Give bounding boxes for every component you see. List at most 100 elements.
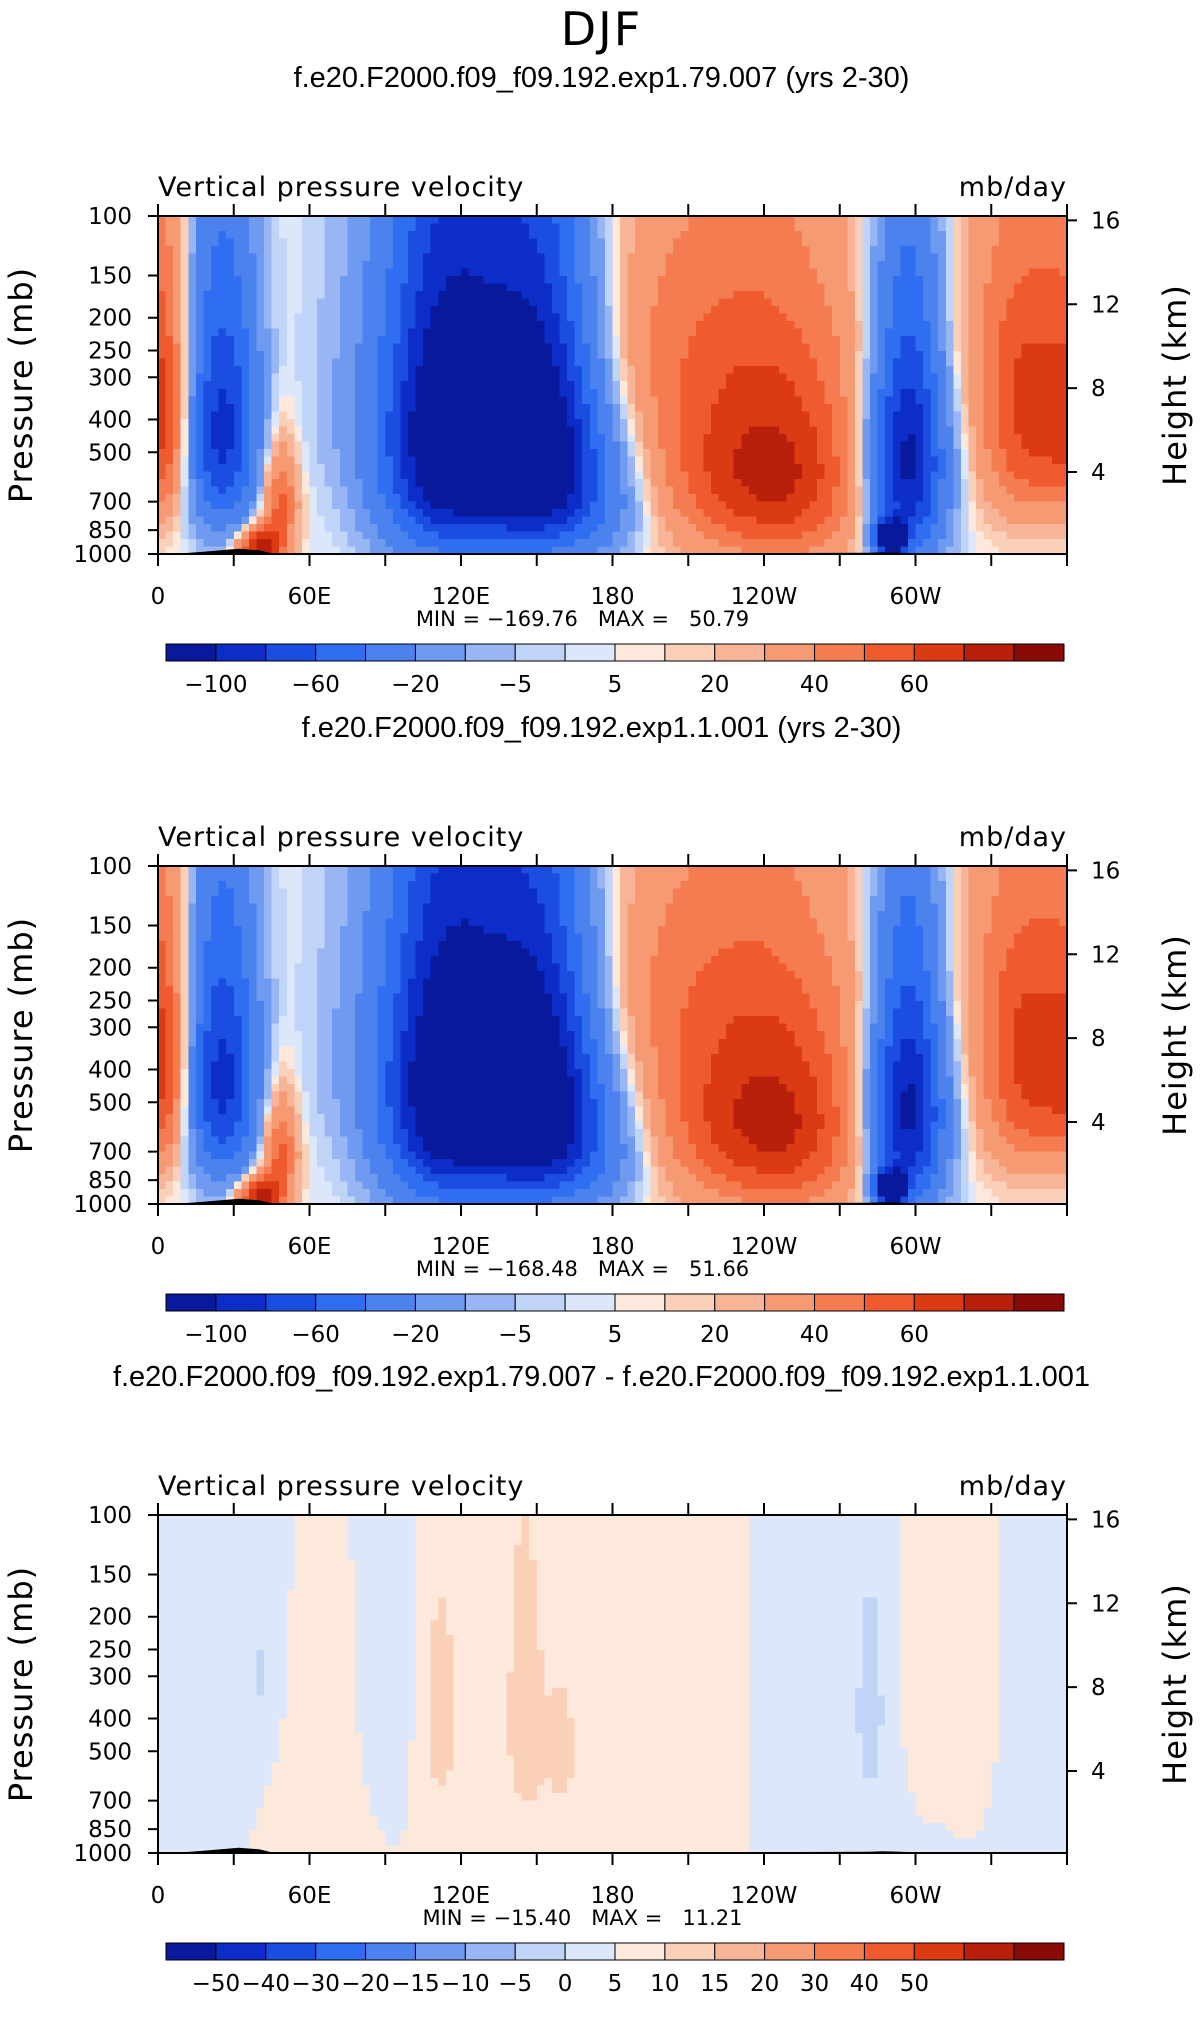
field-cell bbox=[930, 411, 939, 420]
field-cell bbox=[642, 298, 651, 307]
field-cell bbox=[544, 403, 553, 412]
field-cell bbox=[317, 403, 326, 412]
field-cell bbox=[574, 388, 583, 397]
field-cell bbox=[945, 328, 954, 337]
field-cell bbox=[824, 291, 833, 300]
field-cell bbox=[741, 478, 750, 487]
field-cell bbox=[332, 291, 341, 300]
field-cell bbox=[900, 291, 909, 300]
field-cell bbox=[1013, 411, 1023, 420]
field-cell bbox=[665, 508, 674, 518]
field-cell bbox=[976, 433, 985, 442]
field-cell bbox=[286, 336, 295, 345]
field-cell bbox=[650, 253, 659, 262]
field-cell bbox=[642, 306, 651, 315]
field-cell bbox=[453, 351, 462, 360]
field-cell bbox=[233, 433, 242, 442]
field-cell bbox=[854, 433, 864, 442]
field-cell bbox=[983, 381, 992, 390]
field-cell bbox=[324, 463, 333, 472]
field-cell bbox=[915, 238, 924, 247]
field-cell bbox=[900, 231, 909, 240]
field-cell bbox=[960, 291, 970, 300]
field-cell bbox=[627, 456, 636, 465]
field-cell bbox=[347, 276, 356, 285]
field-cell bbox=[195, 313, 205, 322]
field-cell bbox=[1021, 448, 1030, 457]
field-cell bbox=[688, 411, 697, 420]
field-cell bbox=[461, 388, 470, 397]
field-cell bbox=[718, 223, 727, 232]
field-cell bbox=[748, 298, 758, 307]
field-cell bbox=[582, 478, 591, 487]
field-cell bbox=[1006, 291, 1015, 300]
field-cell bbox=[801, 373, 811, 382]
right-label: mb/day bbox=[959, 172, 1067, 203]
field-cell bbox=[582, 433, 591, 442]
field-cell bbox=[923, 306, 932, 315]
field-cell bbox=[203, 246, 212, 255]
field-cell bbox=[1059, 231, 1068, 240]
field-cell bbox=[673, 238, 682, 247]
field-cell bbox=[180, 328, 189, 337]
field-cell bbox=[1036, 493, 1045, 503]
field-cell bbox=[476, 351, 485, 360]
field-cell bbox=[703, 238, 712, 247]
field-cell bbox=[786, 291, 795, 300]
field-cell bbox=[991, 343, 1000, 352]
field-cell bbox=[218, 223, 227, 232]
field-cell bbox=[392, 231, 402, 240]
field-cell bbox=[218, 448, 227, 457]
field-cell bbox=[271, 343, 280, 352]
field-cell bbox=[317, 306, 326, 315]
field-cell bbox=[506, 283, 515, 292]
field-cell bbox=[453, 523, 462, 533]
field-cell bbox=[506, 501, 515, 510]
field-cell bbox=[301, 313, 311, 322]
field-cell bbox=[885, 448, 894, 457]
field-cell bbox=[347, 403, 356, 412]
field-cell bbox=[203, 373, 212, 382]
field-cell bbox=[423, 253, 432, 262]
field-cell bbox=[226, 523, 235, 533]
field-cell bbox=[771, 328, 780, 337]
field-cell bbox=[923, 478, 932, 487]
field-cell bbox=[718, 313, 727, 322]
field-cell bbox=[665, 261, 674, 270]
field-cell bbox=[392, 268, 402, 277]
field-cell bbox=[627, 396, 636, 405]
field-cell bbox=[559, 238, 568, 247]
field-cell bbox=[370, 433, 379, 442]
field-cell bbox=[915, 328, 924, 337]
field-cell bbox=[733, 321, 742, 330]
field-cell bbox=[370, 223, 379, 232]
field-cell bbox=[301, 253, 311, 262]
field-cell bbox=[718, 516, 727, 525]
field-cell bbox=[976, 366, 985, 375]
field-cell bbox=[1006, 298, 1015, 307]
field-cell bbox=[748, 343, 758, 352]
field-cell bbox=[165, 418, 174, 427]
field-cell bbox=[430, 508, 439, 518]
field-cell bbox=[158, 486, 167, 495]
field-cell bbox=[620, 381, 629, 390]
field-cell bbox=[498, 343, 508, 352]
field-cell bbox=[930, 291, 939, 300]
field-cell bbox=[900, 493, 909, 503]
field-cell bbox=[733, 336, 742, 345]
field-cell bbox=[1059, 433, 1068, 442]
field-cell bbox=[567, 283, 576, 292]
field-cell bbox=[211, 456, 220, 465]
field-cell bbox=[779, 261, 788, 270]
field-cell bbox=[862, 336, 871, 345]
field-cell bbox=[673, 493, 682, 503]
field-cell bbox=[991, 418, 1000, 427]
field-cell bbox=[1013, 516, 1023, 525]
field-cell bbox=[726, 388, 735, 397]
field-cell bbox=[665, 411, 674, 420]
field-cell bbox=[354, 456, 364, 465]
field-cell bbox=[332, 456, 341, 465]
field-cell bbox=[885, 508, 894, 518]
field-cell bbox=[165, 358, 174, 367]
field-cell bbox=[423, 471, 432, 480]
